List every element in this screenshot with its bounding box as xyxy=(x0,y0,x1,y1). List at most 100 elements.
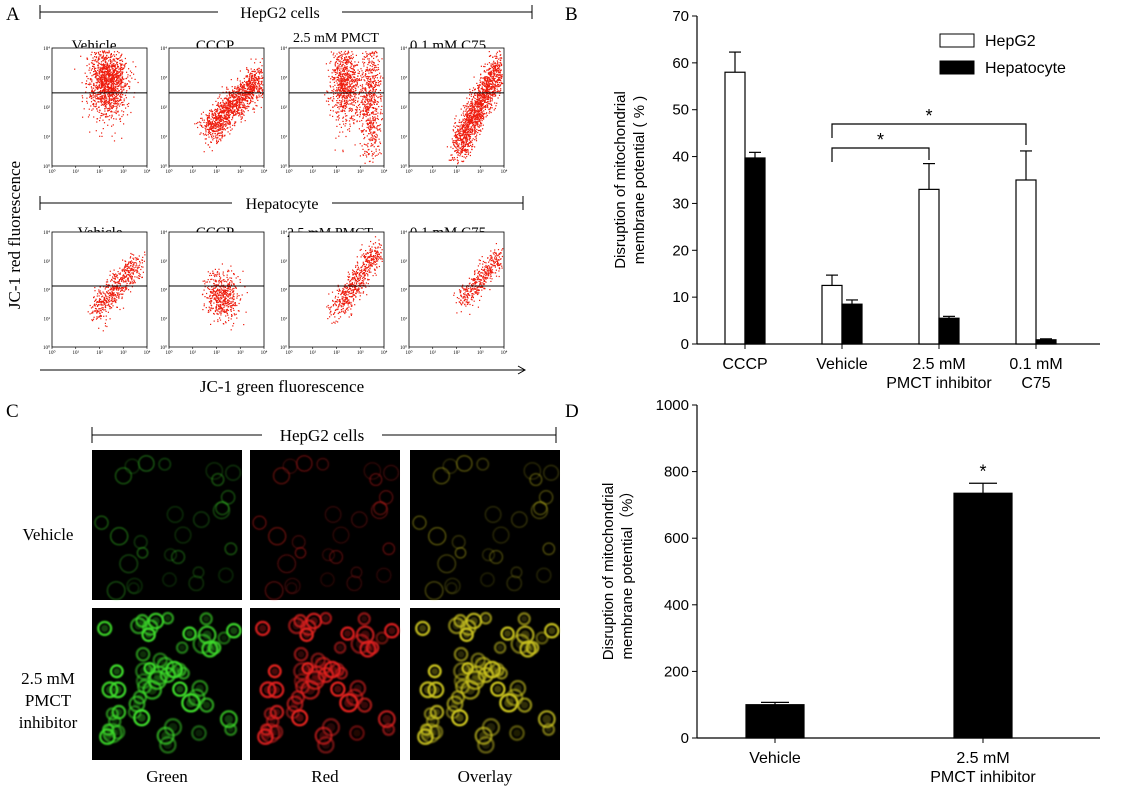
scatter-point xyxy=(360,68,362,70)
scatter-point xyxy=(348,87,350,89)
scatter-point xyxy=(236,94,238,96)
scatter-point xyxy=(348,59,350,61)
scatter-point xyxy=(352,79,354,82)
scatter-point xyxy=(96,98,98,100)
scatter-point xyxy=(219,110,221,112)
scatter-point xyxy=(375,56,377,58)
scatter-point xyxy=(489,88,491,90)
scatter-point xyxy=(368,87,370,89)
scatter-point xyxy=(261,80,263,82)
scatter-point xyxy=(474,115,476,118)
scatter-point xyxy=(366,135,368,137)
scatter-point xyxy=(226,117,228,119)
scatter-point xyxy=(234,105,236,107)
scatter-point xyxy=(374,64,376,66)
scatter-point xyxy=(372,161,374,163)
scatter-point xyxy=(107,66,109,69)
scatter-point xyxy=(100,79,102,81)
scatter-point xyxy=(120,65,122,67)
scatter-point xyxy=(111,99,113,101)
scatter-point xyxy=(338,64,340,66)
scatter-point xyxy=(379,124,381,126)
scatter-point xyxy=(478,116,480,118)
scatter-point xyxy=(81,95,83,97)
scatter-point xyxy=(108,60,110,62)
scatter-point xyxy=(477,102,479,104)
scatter-point xyxy=(244,91,246,93)
scatter-point xyxy=(366,103,368,105)
scatter-point xyxy=(254,71,256,73)
scatter-point xyxy=(371,95,373,98)
scatter-point xyxy=(207,120,209,122)
scatter-point xyxy=(250,86,252,88)
scatter-point xyxy=(347,62,349,64)
scatter-point xyxy=(234,103,236,105)
scatter-point xyxy=(88,84,90,86)
scatter-point xyxy=(358,78,360,81)
scatter-point xyxy=(340,93,342,95)
scatter-point xyxy=(372,126,374,128)
scatter-point xyxy=(370,143,373,145)
scatter-point xyxy=(338,89,340,91)
scatter-point xyxy=(343,73,345,75)
scatter-point xyxy=(359,91,361,93)
scatter-point xyxy=(336,59,338,61)
scatter-point xyxy=(231,106,233,108)
scatter-point xyxy=(344,98,346,100)
scatter-point xyxy=(495,57,497,59)
scatter-point xyxy=(109,93,111,95)
scatter-point xyxy=(482,89,484,92)
scatter-point xyxy=(335,73,337,76)
scatter-point xyxy=(364,87,366,89)
scatter-point xyxy=(367,118,369,120)
scatter-point xyxy=(476,106,478,108)
scatter-point xyxy=(353,115,355,117)
scatter-point xyxy=(110,89,112,91)
scatter-point xyxy=(354,93,356,95)
scatter-point xyxy=(124,82,126,84)
scatter-point xyxy=(344,80,346,82)
scatter-point xyxy=(373,117,375,119)
scatter-point xyxy=(327,91,329,93)
scatter-point xyxy=(237,98,239,100)
scatter-point xyxy=(342,73,344,75)
scatter-point xyxy=(124,57,126,60)
scatter-point xyxy=(371,144,373,147)
scatter-point xyxy=(352,71,354,73)
scatter-point xyxy=(235,95,237,97)
scatter-point xyxy=(339,88,341,90)
scatter-point xyxy=(460,133,462,135)
scatter-point xyxy=(457,163,459,165)
scatter-point xyxy=(255,58,257,60)
scatter-point xyxy=(225,103,227,105)
scatter-point xyxy=(353,98,355,100)
scatter-point xyxy=(345,115,347,117)
scatter-point xyxy=(116,74,118,76)
scatter-point xyxy=(104,101,106,103)
scatter-point xyxy=(225,91,227,93)
scatter-point xyxy=(466,131,469,133)
scatter-point xyxy=(366,95,368,97)
scatter-point xyxy=(120,94,122,96)
scatter-point xyxy=(256,105,258,107)
scatter-point xyxy=(114,60,116,62)
scatter-point xyxy=(499,91,501,93)
scatter-point xyxy=(485,101,487,103)
scatter-point xyxy=(98,56,100,58)
scatter-point xyxy=(350,76,352,78)
scatter-point xyxy=(94,70,96,72)
scatter-point xyxy=(494,90,496,92)
scatter-point xyxy=(369,76,371,78)
scatter-point xyxy=(236,107,238,109)
scatter-point xyxy=(226,118,229,120)
scatter-point xyxy=(368,133,370,135)
scatter-point xyxy=(217,131,219,133)
scatter-point xyxy=(208,119,211,122)
scatter-point xyxy=(105,89,107,91)
y-tick-label: 10⁴ xyxy=(43,46,50,52)
scatter-point xyxy=(239,113,241,115)
scatter-point xyxy=(116,58,118,60)
scatter-point xyxy=(468,133,470,135)
scatter-point xyxy=(116,72,118,74)
